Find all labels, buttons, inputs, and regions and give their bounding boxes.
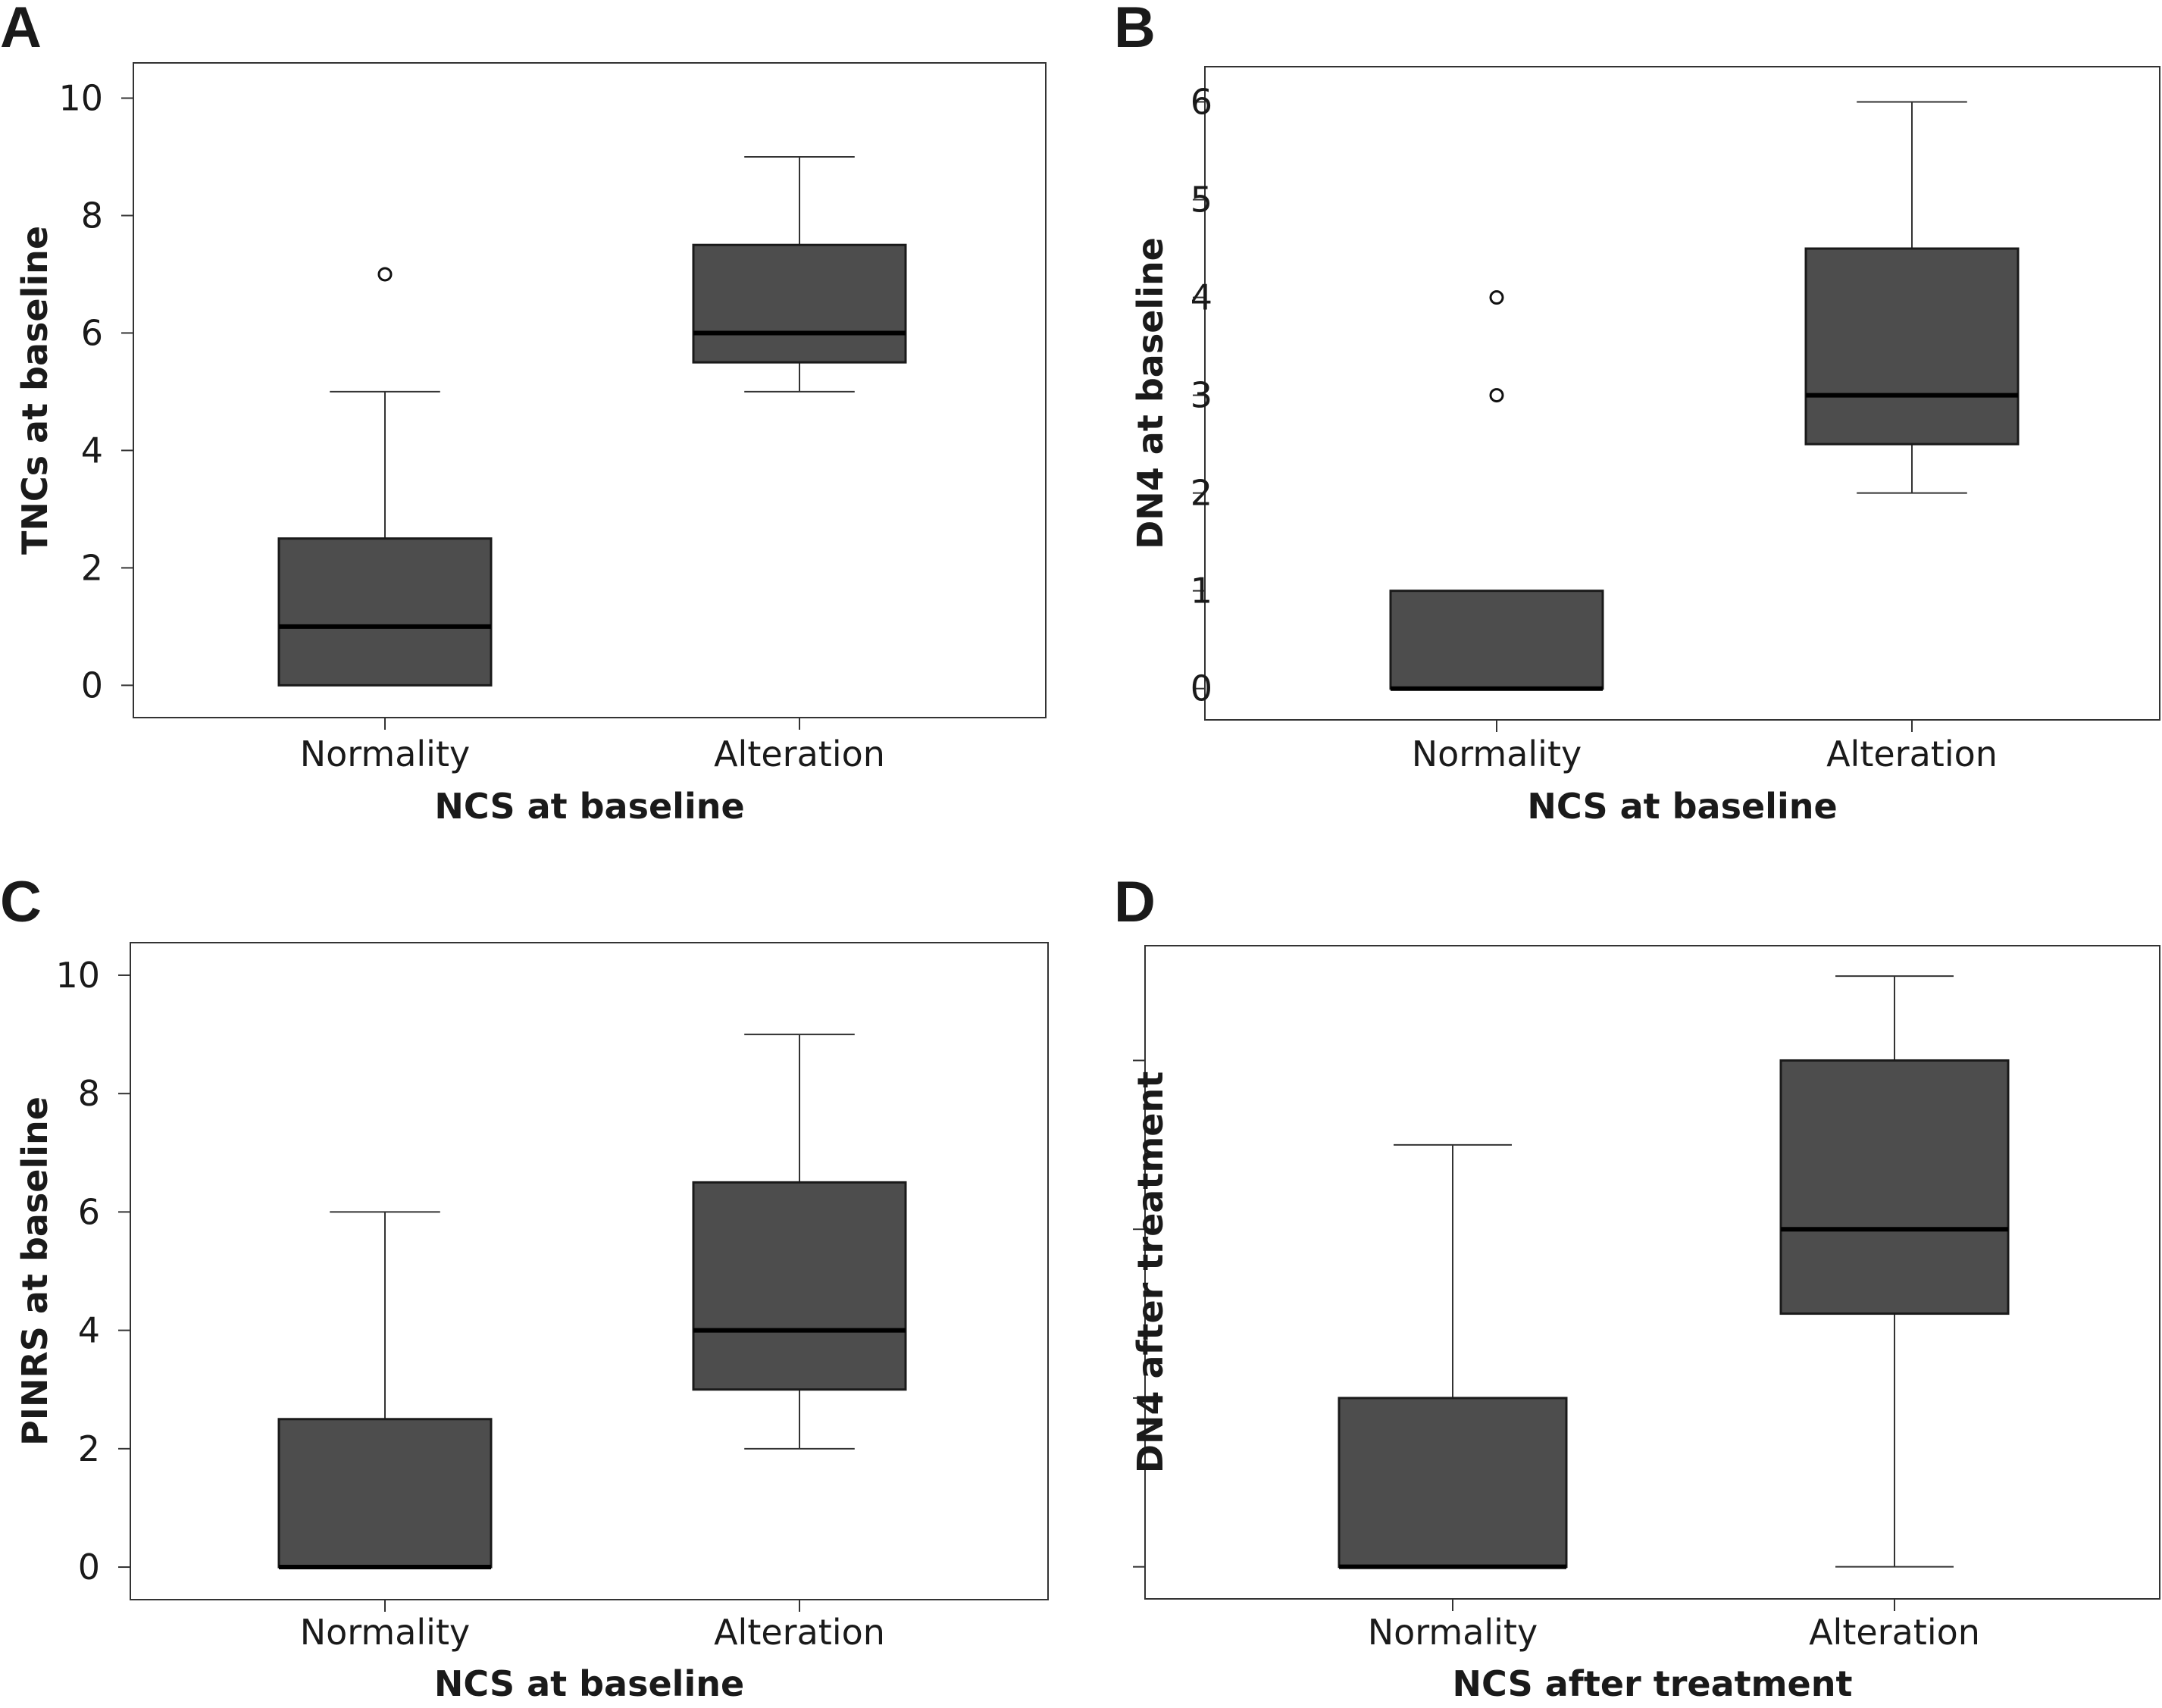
panel-b-outlier-normality-3 [1489, 388, 1504, 403]
panel-d-ylabel: DN4 after treatment [1130, 1071, 1171, 1473]
panel-c-iqr-box-normality [277, 1418, 493, 1569]
panel-c-iqr-box-alteration [692, 1181, 907, 1391]
panel-d-plot-frame [1144, 945, 2160, 1600]
panel-a-letter: A [0, 0, 42, 60]
panel-a-ylabel: TNCs at baseline [14, 226, 55, 555]
panel-b-ytick-label-3: 3 [1191, 375, 1212, 416]
panel-d-letter: D [1114, 870, 1156, 934]
panel-c-ytick-label-8: 8 [78, 1073, 100, 1114]
panel-b-ytick-label-0: 0 [1191, 668, 1212, 709]
panel-c-ytick-label-2: 2 [78, 1428, 100, 1469]
panel-a-xlabel: NCS at baseline [434, 786, 744, 827]
panel-a-ytick-label-4: 4 [81, 430, 103, 471]
panel-a-outlier-normality-7 [377, 267, 393, 282]
panel-b-box-alteration [1804, 101, 2020, 494]
panel-b-box-normality [1389, 290, 1604, 691]
panel-a-ytick-label-8: 8 [81, 195, 103, 236]
panel-a-box-normality [277, 267, 493, 687]
panel-c-plot-frame [130, 942, 1049, 1600]
panel-d-box-normality [1338, 1143, 1568, 1569]
panel-b-ytick-label-5: 5 [1191, 179, 1212, 220]
panel-c-xlabel: NCS at baseline [434, 1663, 744, 1704]
panel-b-category-label-normality: Normality [1412, 734, 1582, 774]
panel-b-iqr-box-alteration [1804, 247, 2020, 446]
panel-a-ytick-label-10: 10 [58, 77, 103, 118]
panel-b-ytick-label-6: 6 [1191, 81, 1212, 122]
panel-c-ytick-label-10: 10 [55, 955, 100, 996]
panel-a-ytick-label-2: 2 [81, 547, 103, 588]
panel-a-ytick-label-6: 6 [81, 312, 103, 353]
panel-b: B 0 1 2 3 4 5 6 DN4 at baseline NCS at baseline No… [1114, 0, 2160, 827]
panel-c: C 0 2 4 6 8 10 PINRS at baseline NCS at baseline… [0, 870, 1049, 1704]
panel-b-ylabel: DN4 at baseline [1130, 237, 1171, 549]
panel-a-box-alteration [692, 155, 907, 393]
panel-d-xlabel: NCS after treatment [1453, 1663, 1853, 1704]
panel-d-category-label-normality: Normality [1368, 1612, 1538, 1653]
panel-b-xlabel: NCS at baseline [1527, 786, 1837, 827]
panel-b-ytick-label-1: 1 [1191, 571, 1212, 612]
panel-b-ytick-label-4: 4 [1191, 277, 1212, 318]
panel-b-letter: B [1114, 0, 1156, 60]
panel-b-outlier-normality-4 [1489, 290, 1504, 305]
panel-d-iqr-box-normality [1338, 1397, 1568, 1569]
panel-a: A 0 2 4 6 8 10 TNCs at baseline NCS at baseline N… [0, 0, 1047, 827]
panel-c-ytick-label-0: 0 [78, 1547, 100, 1588]
panel-b-plot-frame [1204, 66, 2160, 721]
panel-a-category-label-normality: Normality [300, 734, 470, 774]
panel-a-category-label-alteration: Alteration [714, 734, 885, 774]
panel-c-ytick-label-4: 4 [78, 1310, 100, 1351]
panel-b-category-label-alteration: Alteration [1826, 734, 1998, 774]
panel-d: D DN4 after treatment NCS after treatment N… [1114, 870, 2160, 1704]
panel-c-ytick-label-6: 6 [78, 1191, 100, 1232]
panel-c-box-normality [277, 1211, 493, 1570]
panel-c-ylabel: PINRS at baseline [14, 1096, 55, 1446]
panel-d-iqr-box-alteration [1779, 1059, 2010, 1315]
panel-c-category-label-alteration: Alteration [714, 1612, 885, 1653]
panel-c-category-label-normality: Normality [300, 1612, 470, 1653]
panel-c-box-alteration [692, 1034, 907, 1450]
panel-a-ytick-label-0: 0 [81, 665, 103, 705]
panel-a-iqr-box-normality [277, 537, 493, 687]
panel-d-box-alteration [1779, 975, 2010, 1568]
panel-a-plot-frame [133, 62, 1047, 718]
panel-d-category-label-alteration: Alteration [1809, 1612, 1980, 1653]
panel-b-ytick-label-2: 2 [1191, 473, 1212, 514]
panel-b-iqr-box-normality [1389, 590, 1604, 690]
panel-c-letter: C [0, 870, 42, 934]
panel-a-iqr-box-alteration [692, 243, 907, 364]
